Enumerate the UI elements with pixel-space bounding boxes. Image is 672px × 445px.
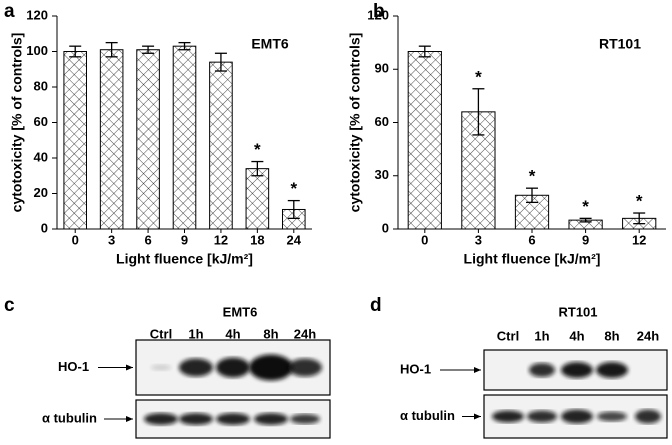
bar [63, 51, 88, 230]
blot-band [249, 354, 293, 381]
error-bar [579, 217, 592, 223]
row-label: HO-1 [58, 359, 89, 374]
x-tick-label: 9 [181, 232, 188, 247]
error-bar [287, 199, 300, 220]
blot-band [179, 358, 213, 377]
blot-band [179, 413, 213, 425]
panel-label: a [4, 1, 15, 22]
y-tick-label: 30 [375, 167, 389, 182]
blot-band [635, 409, 661, 424]
lane-label: 4h [225, 326, 240, 341]
error-bar [69, 45, 82, 58]
blot-band [144, 413, 178, 425]
error-bar [418, 45, 431, 58]
error-bar [251, 160, 264, 177]
y-tick-label: 0 [41, 220, 48, 235]
x-tick-label: 24 [287, 232, 302, 247]
row-arrowhead [126, 416, 133, 422]
blot-band [597, 411, 627, 422]
blot-band [254, 413, 288, 425]
y-tick-label: 60 [375, 114, 389, 129]
x-axis-label: Light fluence [kJ/m²] [464, 251, 601, 267]
y-tick-label: 120 [367, 7, 389, 22]
x-tick-label: 18 [250, 232, 264, 247]
lane-label: 1h [188, 326, 203, 341]
error-bar [178, 41, 191, 51]
blot-band [527, 410, 557, 423]
error-bar [214, 52, 227, 72]
x-tick-label: 9 [582, 232, 589, 247]
bar [99, 49, 124, 230]
chart-title: RT101 [599, 36, 641, 52]
blot-band [290, 414, 320, 424]
error-bar [142, 45, 155, 54]
panel-label: b [373, 1, 385, 22]
y-tick-label: 80 [34, 78, 48, 93]
lane-label: 1h [534, 328, 549, 343]
significance-marker: * [636, 192, 643, 211]
y-tick-label: 40 [34, 149, 48, 164]
row-arrowhead [474, 413, 481, 420]
y-tick-label: 120 [26, 7, 48, 22]
blot-title: EMT6 [223, 304, 258, 319]
x-tick-label: 12 [214, 232, 228, 247]
bar [245, 168, 270, 230]
row-label: α tubulin [400, 408, 455, 423]
blot-band [492, 410, 524, 423]
y-tick-label: 100 [26, 43, 48, 58]
bar [136, 49, 160, 230]
error-bar [633, 212, 646, 225]
significance-marker: * [290, 179, 297, 198]
blot-band [529, 363, 555, 377]
row-label: α tubulin [42, 410, 97, 425]
lane-label: Ctrl [150, 326, 172, 341]
row-arrowhead [474, 367, 481, 373]
bar [172, 45, 197, 230]
error-bar [472, 88, 485, 136]
panel-label: d [370, 295, 382, 316]
significance-marker: * [582, 197, 589, 216]
blot-title: RT101 [558, 304, 597, 319]
x-axis-label: Light fluence [kJ/m²] [116, 251, 253, 267]
x-tick-label: 0 [72, 232, 79, 247]
row-arrowhead [126, 364, 133, 371]
x-tick-label: 6 [144, 232, 151, 247]
significance-marker: * [254, 140, 261, 159]
x-tick-label: 3 [475, 232, 482, 247]
y-tick-label: 60 [34, 114, 48, 129]
error-bar [526, 187, 538, 204]
blot-band [151, 364, 171, 371]
error-bar [105, 41, 118, 58]
panel-label: c [4, 295, 15, 316]
lane-label: 8h [263, 326, 278, 341]
row-label: HO-1 [400, 361, 431, 376]
lane-label: Ctrl [497, 328, 519, 343]
lane-label: 4h [569, 328, 584, 343]
blot-band [596, 362, 628, 378]
lane-label: 8h [604, 328, 619, 343]
blot-band [216, 413, 250, 425]
significance-marker: * [475, 67, 482, 86]
blot-band [216, 357, 250, 378]
y-axis-label: cytotoxicity [% of controls] [347, 33, 363, 213]
chart-title: EMT6 [251, 36, 289, 52]
blot-band [561, 409, 593, 424]
lane-label: 24h [294, 326, 316, 341]
y-axis-label: cytotoxicity [% of controls] [9, 33, 25, 213]
y-tick-label: 20 [34, 185, 48, 200]
bar [407, 51, 442, 230]
blot-band [561, 362, 593, 378]
significance-marker: * [529, 167, 536, 186]
y-tick-label: 90 [375, 61, 389, 76]
blot-band [288, 358, 322, 377]
x-tick-label: 3 [108, 232, 115, 247]
lane-label: 24h [637, 328, 659, 343]
bar [209, 61, 233, 230]
y-tick-label: 0 [382, 220, 389, 235]
x-tick-label: 12 [632, 232, 646, 247]
x-tick-label: 6 [528, 232, 535, 247]
x-tick-label: 0 [421, 232, 428, 247]
